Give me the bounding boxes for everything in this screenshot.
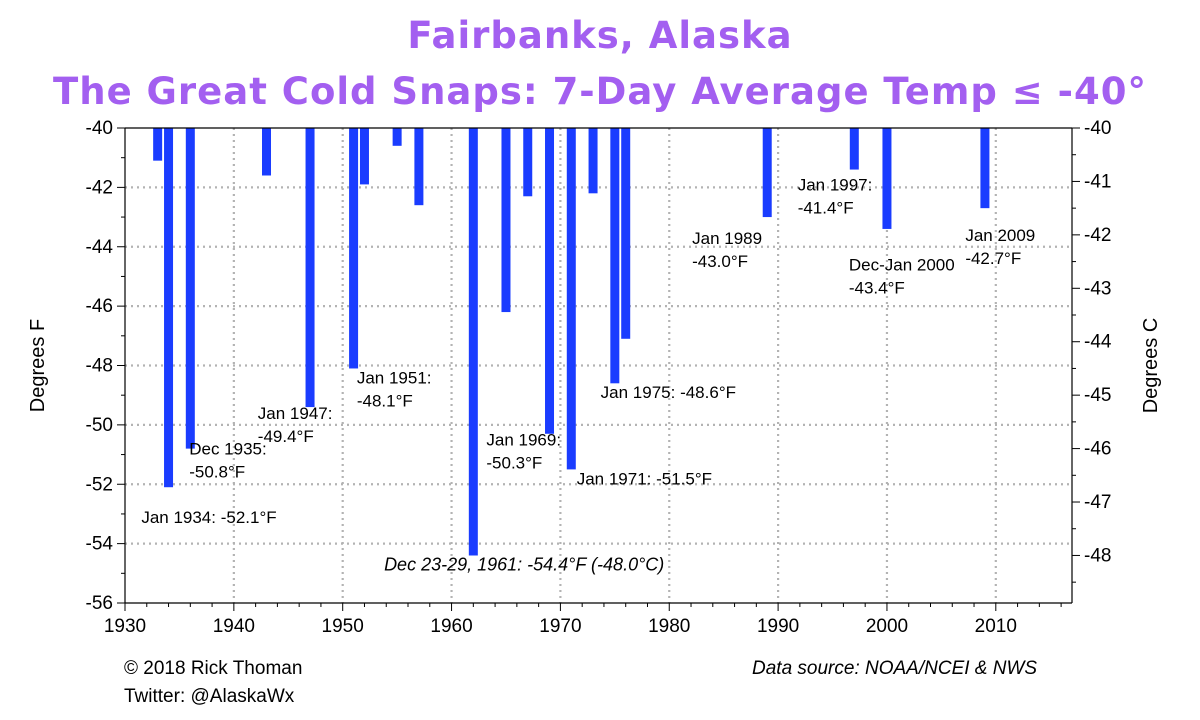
bar-annotation: Dec 1935: -50.8°F (189, 440, 267, 482)
bar (566, 128, 576, 470)
bar (349, 128, 359, 369)
bar-annotation: Jan 1997: -41.4°F (798, 175, 873, 217)
chart-title: Fairbanks, Alaska (407, 14, 793, 57)
bar (468, 128, 478, 556)
bar (185, 128, 195, 449)
axes: 1930 1940 1950 1960 1970 1980 1990 2000 2010 -40 -… (27, 118, 1162, 637)
bar (545, 128, 555, 434)
y2-tick-label: -45 (1084, 385, 1111, 406)
y2-tick-label: -44 (1084, 332, 1112, 353)
bar (980, 128, 990, 209)
y-tick-label: -40 (86, 118, 113, 139)
y-tick-label: -56 (86, 593, 113, 614)
y2-tick-label: -46 (1084, 439, 1111, 460)
bar (588, 128, 598, 194)
x-tick-label: 1930 (104, 616, 146, 637)
bar (501, 128, 511, 313)
twitter-handle: Twitter: @AlaskaWx (124, 686, 295, 707)
y2-tick-label: -43 (1084, 278, 1111, 299)
bar-annotation: Jan 2009 -42.7°F (965, 226, 1035, 268)
bar-annotation: Dec-Jan 2000 -43.4°F (849, 256, 955, 298)
bar (762, 128, 772, 218)
y-tick-label: -44 (86, 237, 114, 258)
x-tick-label: 2010 (975, 616, 1017, 637)
y2-tick-label: -41 (1084, 171, 1111, 192)
bar-annotation: Jan 1971: -51.5°F (577, 469, 712, 488)
bar (359, 128, 369, 185)
data-source-text: Data source: NOAA/NCEI & NWS (752, 658, 1038, 679)
x-tick-label: 1940 (213, 616, 255, 637)
bar (392, 128, 402, 146)
chart-subtitle: The Great Cold Snaps: 7-Day Average Temp… (53, 70, 1147, 113)
bar (882, 128, 892, 229)
y2-tick-label: -47 (1084, 492, 1111, 513)
bar-annotation: Jan 1969: -50.3°F (486, 431, 561, 473)
x-tick-label: 2000 (866, 616, 908, 637)
y2-tick-label: -48 (1084, 545, 1111, 566)
bar-annotation: Dec 23-29, 1961: -54.4°F (-48.0°C) (384, 554, 664, 574)
y-tick-label: -50 (86, 415, 113, 436)
bar-annotation: Jan 1934: -52.1°F (141, 508, 276, 527)
bar (164, 128, 174, 488)
y-tick-label: -52 (86, 474, 113, 495)
x-tick-label: 1970 (539, 616, 581, 637)
bar (153, 128, 163, 161)
y-tick-label: -42 (86, 177, 113, 198)
y2-tick-label: -40 (1084, 118, 1111, 139)
bar-annotation: Jan 1951: -48.1°F (357, 368, 432, 410)
bar (523, 128, 533, 197)
bar-annotation: Jan 1947: -49.4°F (258, 404, 333, 446)
grid-lines (125, 128, 1072, 603)
bar-annotation: Jan 1989 -43.0°F (692, 229, 762, 271)
x-tick-label: 1950 (322, 616, 364, 637)
bar (305, 128, 315, 408)
x-tick-label: 1960 (430, 616, 472, 637)
y2-axis-title: Degrees C (1140, 318, 1162, 414)
bar (262, 128, 272, 176)
y-axis-title: Degrees F (27, 319, 49, 412)
bar (621, 128, 631, 339)
x-tick-label: 1980 (648, 616, 690, 637)
y2-tick-label: -42 (1084, 225, 1111, 246)
bar (610, 128, 620, 384)
bars (153, 128, 990, 556)
y-tick-label: -48 (86, 356, 113, 377)
bar-annotation: Jan 1975: -48.6°F (601, 383, 736, 402)
y-tick-label: -54 (86, 534, 114, 555)
copyright-text: © 2018 Rick Thoman (124, 658, 303, 679)
y-tick-label: -46 (86, 296, 113, 317)
bar (414, 128, 424, 206)
bar (849, 128, 859, 170)
x-tick-label: 1990 (757, 616, 799, 637)
